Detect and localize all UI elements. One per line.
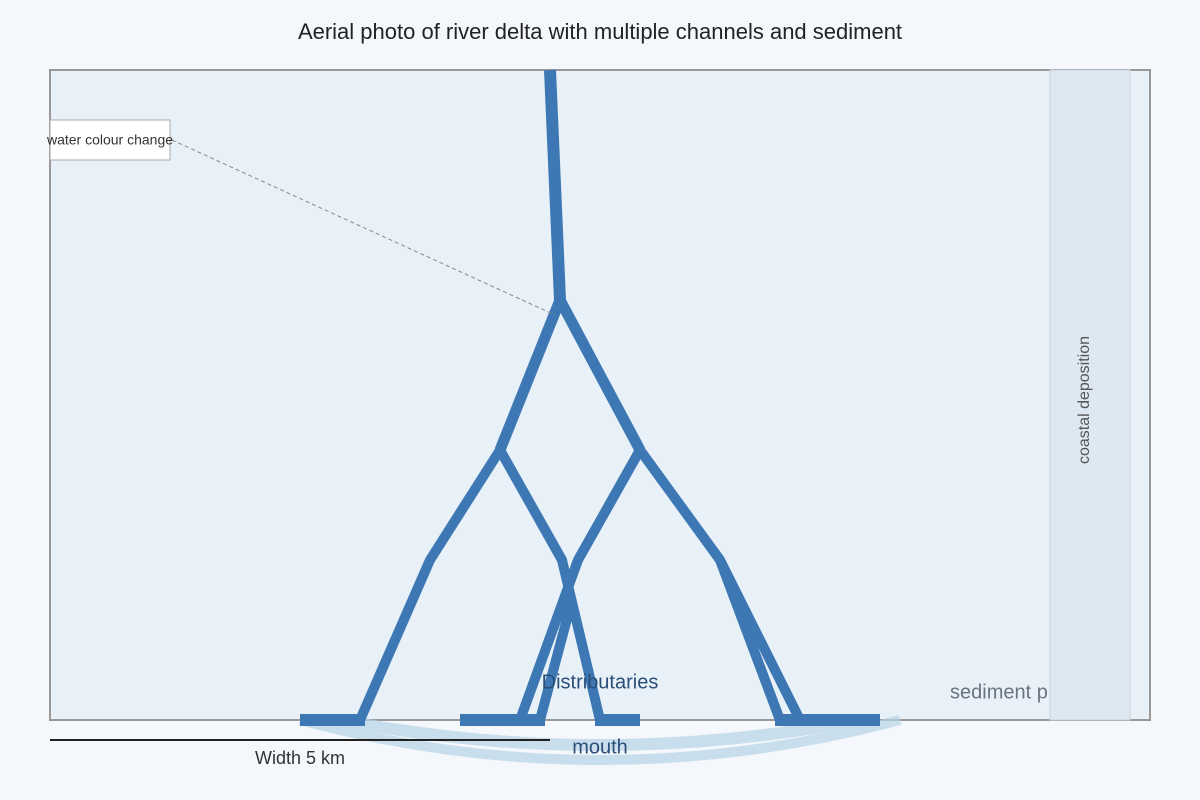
scale-label: Width 5 km [255, 748, 345, 768]
photo-frame [49, 69, 1151, 721]
coastal-band [1049, 69, 1131, 721]
mouth-label: mouth [572, 736, 628, 758]
title: Aerial photo of river delta with multipl… [298, 19, 902, 44]
coastal-label: coastal deposition [1076, 336, 1093, 464]
distributaries-label: Distributaries [542, 671, 659, 693]
leader-line [171, 139, 556, 316]
plume-label: sediment p [950, 681, 1048, 703]
channels [300, 69, 880, 726]
callout-box [49, 119, 171, 161]
callout-label: water colour change [46, 132, 173, 148]
